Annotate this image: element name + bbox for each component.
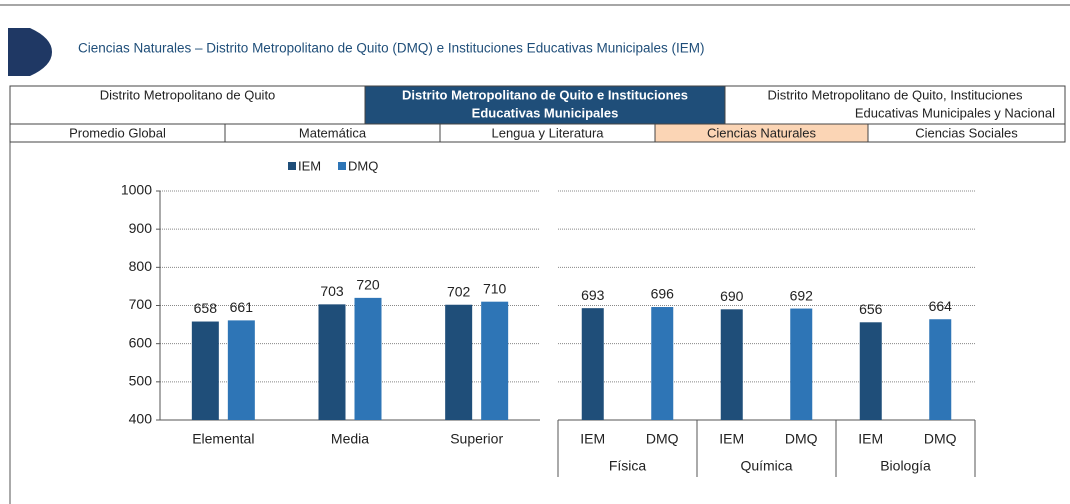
data-label: 692 bbox=[790, 287, 814, 303]
data-label: 710 bbox=[483, 280, 507, 296]
x-tick-label: Elemental bbox=[192, 431, 254, 447]
data-label: 656 bbox=[859, 301, 883, 317]
tab-label: Distrito Metropolitano de Quito, Institu… bbox=[767, 87, 1023, 102]
bar bbox=[445, 304, 473, 420]
header-title: Ciencias Naturales – Distrito Metropolit… bbox=[78, 41, 705, 56]
x-tick-label: DMQ bbox=[924, 431, 957, 447]
bar bbox=[720, 309, 743, 420]
legend-label: IEM bbox=[298, 158, 321, 173]
bar bbox=[318, 304, 346, 420]
x-tick-label: Media bbox=[331, 431, 369, 447]
group-label: Física bbox=[609, 458, 647, 474]
subtab-label: Promedio Global bbox=[69, 125, 166, 140]
y-tick-label: 400 bbox=[129, 411, 153, 427]
legend-label: DMQ bbox=[348, 158, 378, 173]
data-label: 658 bbox=[194, 300, 218, 316]
bar bbox=[581, 308, 604, 420]
y-tick-label: 500 bbox=[129, 373, 153, 389]
legend-swatch bbox=[288, 162, 296, 170]
data-label: 720 bbox=[356, 277, 380, 293]
y-tick-label: 700 bbox=[129, 296, 153, 312]
subtab[interactable] bbox=[867, 123, 1066, 143]
subtab-label: Ciencias Naturales bbox=[707, 125, 817, 140]
subtab-label: Lengua y Literatura bbox=[491, 125, 604, 140]
subtab-label: Matemática bbox=[299, 125, 367, 140]
data-label: 690 bbox=[720, 288, 744, 304]
tab[interactable] bbox=[9, 85, 366, 125]
x-tick-label: IEM bbox=[580, 431, 605, 447]
x-tick-label: IEM bbox=[719, 431, 744, 447]
data-label: 693 bbox=[581, 287, 605, 303]
y-tick-label: 1000 bbox=[121, 182, 152, 198]
legend-swatch bbox=[338, 162, 346, 170]
tab[interactable] bbox=[724, 85, 1066, 125]
x-tick-label: DMQ bbox=[646, 431, 679, 447]
x-tick-label: Superior bbox=[450, 431, 503, 447]
bar bbox=[227, 320, 255, 420]
data-label: 703 bbox=[320, 283, 344, 299]
header-icon bbox=[8, 28, 52, 76]
x-tick-label: IEM bbox=[858, 431, 883, 447]
tab-label: Educativas Municipales y Nacional bbox=[855, 105, 1055, 120]
x-tick-label: DMQ bbox=[785, 431, 818, 447]
bar bbox=[191, 321, 219, 420]
data-label: 661 bbox=[230, 299, 254, 315]
tab[interactable] bbox=[364, 85, 726, 125]
y-tick-label: 800 bbox=[129, 258, 153, 274]
bar bbox=[354, 297, 382, 420]
y-tick-label: 600 bbox=[129, 334, 153, 350]
data-label: 696 bbox=[651, 286, 675, 302]
data-label: 702 bbox=[447, 283, 471, 299]
group-label: Química bbox=[740, 458, 792, 474]
subtab-label: Ciencias Sociales bbox=[915, 125, 1018, 140]
tab-label: Educativas Municipales bbox=[472, 105, 619, 120]
tab-label: Distrito Metropolitano de Quito e Instit… bbox=[402, 87, 688, 102]
bar bbox=[859, 322, 882, 420]
bar bbox=[651, 307, 674, 420]
group-label: Biología bbox=[880, 458, 931, 474]
bar bbox=[929, 319, 952, 420]
bar bbox=[481, 301, 509, 420]
tab-label: Distrito Metropolitano de Quito bbox=[100, 87, 276, 102]
y-tick-label: 900 bbox=[129, 220, 153, 236]
data-label: 664 bbox=[929, 298, 953, 314]
bar bbox=[790, 308, 813, 420]
